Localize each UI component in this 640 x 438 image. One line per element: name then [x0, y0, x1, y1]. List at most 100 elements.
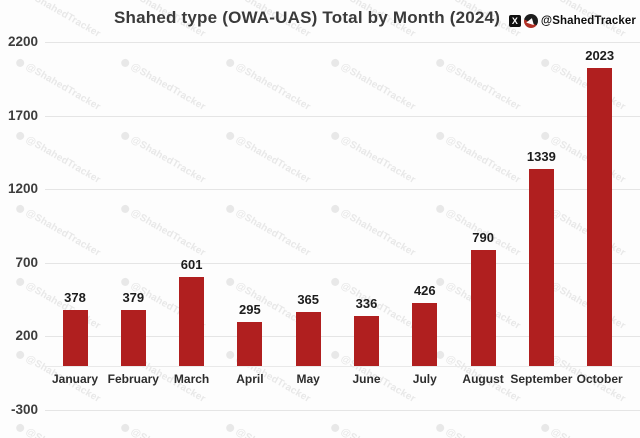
brand-lockup: X @ShahedTracker [508, 12, 636, 30]
value-label-june: 336 [355, 296, 378, 312]
value-label-september: 1339 [526, 148, 556, 164]
bar-september [528, 168, 554, 366]
watermark-tile: @ShahedTracker [14, 129, 102, 186]
watermark-logo-icon [330, 276, 341, 287]
xtick-label-october: October [576, 371, 623, 386]
ytick-label-2200: 2200 [7, 34, 38, 49]
watermark-text: @ShahedTracker [549, 426, 627, 438]
watermark-text: @ShahedTracker [234, 426, 312, 438]
watermark-text: @ShahedTracker [23, 61, 103, 113]
watermark-logo-icon [330, 422, 341, 433]
gridline-700 [45, 262, 640, 264]
bar-january [62, 310, 88, 366]
ytick-label--300: -300 [10, 402, 38, 417]
watermark-tile: @ShahedTracker [14, 56, 102, 113]
value-label-october: 2023 [585, 48, 615, 64]
watermark-logo-icon [330, 349, 341, 360]
watermark-logo-icon [225, 276, 236, 287]
watermark-text: @ShahedTracker [233, 134, 313, 186]
watermark-logo-icon [15, 130, 26, 141]
watermark-tile: @ShahedTracker [224, 129, 312, 186]
value-label-february: 379 [122, 290, 145, 306]
value-label-january: 378 [64, 290, 86, 306]
watermark-tile: @ShahedTracker [14, 202, 102, 259]
watermark-text: @ShahedTracker [233, 61, 313, 113]
watermark-logo-icon [435, 422, 446, 433]
watermark-logo-icon [120, 422, 131, 433]
watermark-logo-icon [540, 57, 551, 68]
brand-handle: @ShahedTracker [540, 15, 636, 27]
watermark-tile: @ShahedTracker [14, 421, 102, 438]
watermark-tile: @ShahedTracker [539, 56, 627, 113]
value-label-august: 790 [472, 229, 494, 245]
chart-title: Shahed type (OWA-UAS) Total by Month (20… [114, 8, 501, 27]
value-label-may: 365 [297, 292, 320, 308]
watermark-logo-icon [120, 276, 131, 287]
shahedtracker-logo-icon [523, 14, 538, 28]
watermark-logo-icon [15, 57, 26, 68]
watermark-logo-icon [225, 130, 236, 141]
gridline-200 [45, 336, 640, 338]
watermark-text: @ShahedTracker [128, 207, 208, 259]
gridline-2200 [45, 42, 640, 43]
drone-wing-shape [526, 16, 536, 26]
xtick-label-august: August [462, 371, 504, 386]
bar-april [237, 322, 263, 366]
watermark-text: @ShahedTracker [443, 61, 523, 113]
bar-july [412, 303, 438, 366]
watermark-logo-icon [435, 57, 446, 68]
xtick-label-april: April [236, 371, 264, 386]
ytick-label-200: 200 [15, 328, 38, 344]
watermark-tile: @ShahedTracker [329, 202, 417, 259]
watermark-tile: @ShahedTracker [119, 129, 207, 186]
watermark-text: @ShahedTracker [339, 426, 417, 438]
xtick-label-july: July [412, 371, 437, 386]
x-logo-icon: X [508, 15, 521, 27]
gridline-1200 [45, 189, 640, 191]
xtick-label-january: January [51, 371, 99, 386]
bar-june [354, 316, 379, 366]
xtick-label-june: June [352, 371, 381, 386]
bar-october [587, 68, 613, 366]
watermark-text: @ShahedTracker [128, 134, 208, 186]
watermark-text: @ShahedTracker [338, 61, 418, 113]
watermark-tile: @ShahedTracker [224, 421, 312, 438]
watermark-tile: @ShahedTracker [119, 202, 207, 259]
ytick-label-1200: 1200 [7, 181, 38, 197]
gridline-baseline [45, 365, 640, 367]
watermark-text: @ShahedTracker [338, 207, 418, 259]
watermark-logo-icon [330, 203, 341, 214]
watermark-tile: @ShahedTracker [539, 421, 627, 438]
watermark-logo-icon [120, 130, 131, 141]
ytick-label-700: 700 [15, 254, 38, 270]
bar-may [295, 312, 321, 366]
watermark-logo-icon [15, 203, 26, 214]
watermark-tile: @ShahedTracker [224, 202, 312, 259]
watermark-logo-icon [435, 130, 446, 141]
xtick-label-february: February [107, 371, 159, 386]
watermark-logo-icon [120, 57, 131, 68]
watermark-logo-icon [225, 203, 236, 214]
watermark-logo-icon [15, 422, 26, 433]
watermark-logo-icon [435, 203, 446, 214]
ytick-label-1700: 1700 [7, 107, 38, 123]
watermark-text: @ShahedTracker [23, 207, 103, 259]
watermark-text: @ShahedTracker [24, 426, 102, 438]
watermark-logo-icon [225, 349, 236, 360]
watermark-text: @ShahedTracker [444, 426, 522, 438]
value-label-april: 295 [239, 302, 261, 318]
watermark-text: @ShahedTracker [23, 134, 103, 186]
watermark-text: @ShahedTracker [233, 207, 313, 259]
gridline--300 [45, 410, 640, 411]
watermark-logo-icon [225, 57, 236, 68]
xtick-label-september: September [510, 371, 573, 386]
watermark-logo-icon [225, 422, 236, 433]
bar-february [120, 310, 146, 366]
watermark-logo-icon [15, 349, 26, 360]
watermark-text: @ShahedTracker [128, 61, 208, 113]
watermark-logo-icon [15, 276, 26, 287]
xtick-label-may: May [296, 371, 320, 386]
watermark-logo-icon [330, 57, 341, 68]
watermark-logo-icon [540, 422, 551, 433]
